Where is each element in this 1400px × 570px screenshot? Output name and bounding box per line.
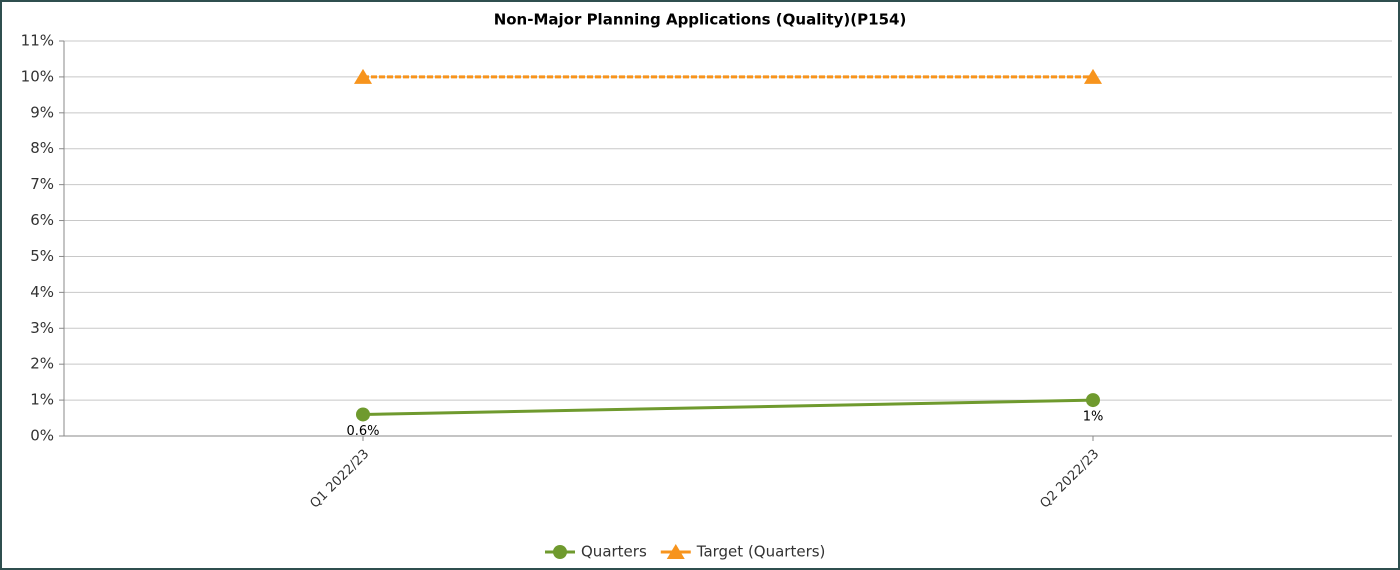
y-tick-label: 3% [30,319,54,337]
y-tick-label: 8% [30,139,54,157]
point [356,407,370,422]
legend-marker [553,545,567,559]
point [1086,393,1100,408]
y-tick-label: 9% [30,103,54,121]
chart-title: Non-Major Planning Applications (Quality… [494,11,907,29]
point [354,68,372,84]
y-tick-label: 5% [30,247,54,265]
y-tick-label: 7% [30,175,54,193]
y-tick-label: 11% [21,32,54,50]
legend-label: Target (Quarters) [696,543,826,561]
point [1084,68,1102,84]
legend-label: Quarters [581,543,647,561]
y-tick-label: 4% [30,283,54,301]
series-line [362,398,1094,416]
data-label: 0.6% [346,424,379,439]
y-tick-label: 0% [30,427,54,445]
y-tick-label: 10% [21,67,54,85]
y-tick-label: 6% [30,211,54,229]
legend-marker [666,544,685,559]
data-label: 1% [1083,410,1104,425]
y-tick-label: 2% [30,355,54,373]
y-tick-label: 1% [30,391,54,409]
